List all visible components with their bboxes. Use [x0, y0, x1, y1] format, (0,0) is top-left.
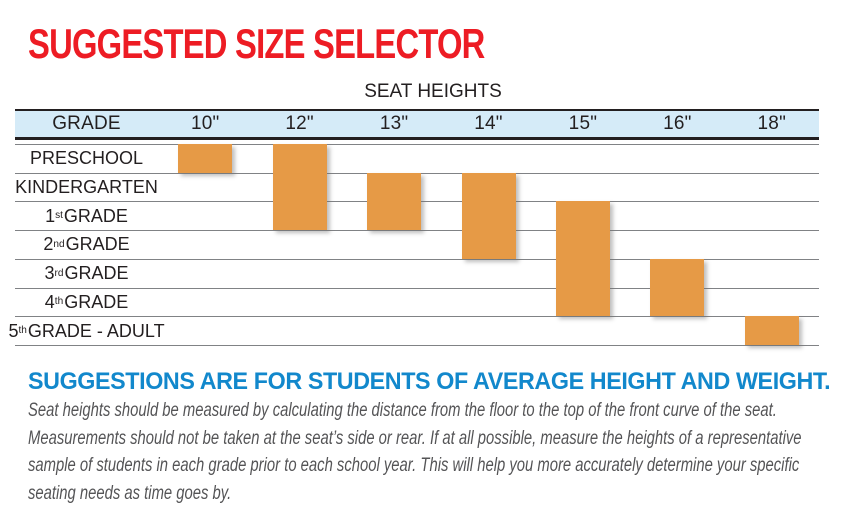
grade-label: KINDERGARTEN — [15, 177, 158, 198]
grade-column-header: GRADE — [52, 113, 121, 134]
table-row: KINDERGARTEN — [15, 174, 819, 203]
average-height-note: SUGGESTIONS ARE FOR STUDENTS OF AVERAGE … — [28, 368, 831, 395]
footnote-line: Seat heights should be measured by calcu… — [28, 400, 777, 421]
seat-height-column-header: 13" — [379, 113, 409, 134]
seat-height-column-header: 12" — [285, 113, 314, 134]
seat-height-column-header: 10" — [190, 113, 220, 134]
seat-heights-label: SEAT HEIGHTS — [364, 81, 502, 102]
seat-height-column-header: 15" — [568, 113, 598, 134]
seat-height-column-header: 16" — [663, 113, 692, 134]
footnote-line: Measurements should not be taken at the … — [28, 427, 802, 449]
seat-height-column-header: 18" — [757, 113, 787, 134]
page-title: SUGGESTED SIZE SELECTOR — [28, 20, 485, 67]
seat-height-column-header: 14" — [474, 113, 503, 134]
footnote-line: sample of students in each grade prior t… — [28, 455, 800, 477]
table-header-row: GRADE 10" 12" 13" 14" 15" 16" 18" — [15, 109, 819, 140]
grade-label: PRESCHOOL — [29, 148, 144, 169]
table-row: PRESCHOOL — [15, 145, 819, 174]
footnote-line: seating needs as time goes by. — [28, 483, 232, 505]
measurement-instructions: Seat heights should be measured by calcu… — [28, 397, 850, 505]
